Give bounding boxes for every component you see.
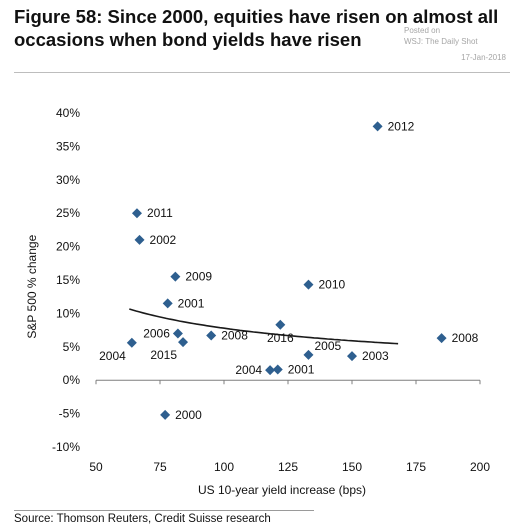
x-tick-label: 175 — [406, 460, 426, 474]
x-tick-label: 50 — [89, 460, 103, 474]
data-point — [170, 271, 181, 282]
data-point — [126, 337, 137, 348]
x-tick-label: 100 — [214, 460, 234, 474]
point-label: 2012 — [388, 119, 415, 133]
point-label: 2011 — [147, 206, 173, 220]
point-label: 2009 — [185, 270, 212, 284]
source-divider — [14, 510, 314, 511]
data-point — [160, 409, 171, 420]
point-label: 2008 — [452, 331, 479, 345]
data-point — [372, 121, 383, 132]
point-label: 2008 — [221, 328, 248, 342]
point-label: 2004 — [235, 363, 262, 377]
point-label: 2015 — [150, 348, 177, 362]
y-tick-label: 0% — [63, 373, 81, 387]
data-point — [162, 298, 173, 309]
point-label: 2000 — [175, 408, 202, 422]
point-labels-group: 2012 2011 2002 2009 2010 2001 2016 2006 2008 2008… — [99, 119, 478, 422]
axes: 40% 35% 30% 25% 20% 15% 10% 5% 0% -5% -10% 50 75 100 1… — [52, 106, 490, 474]
y-tick-label: 10% — [56, 306, 80, 320]
y-tick-label: 40% — [56, 106, 80, 120]
data-point — [172, 328, 183, 339]
data-point — [265, 365, 276, 376]
watermark-line-2: WSJ: The Daily Shot — [404, 37, 478, 46]
y-tick-label: 20% — [56, 240, 80, 254]
data-point — [436, 333, 447, 344]
source-note: Source: Thomson Reuters, Credit Suisse r… — [14, 513, 271, 525]
data-point — [275, 319, 286, 330]
y-tick-label: -10% — [52, 440, 80, 454]
data-point — [178, 337, 189, 348]
x-tick-label: 75 — [153, 460, 167, 474]
y-tick-label: 30% — [56, 173, 80, 187]
y-tick-label: 15% — [56, 273, 80, 287]
x-tick-label: 200 — [470, 460, 490, 474]
x-tick-label: 125 — [278, 460, 298, 474]
title-divider — [14, 72, 510, 73]
point-label: 2003 — [362, 349, 389, 363]
point-label: 2004 — [99, 349, 126, 363]
trendline — [129, 308, 399, 345]
point-label: 2005 — [314, 339, 341, 353]
point-label: 2001 — [288, 363, 315, 377]
point-label: 2002 — [150, 233, 177, 247]
x-tick-label: 150 — [342, 460, 362, 474]
y-tick-label: 35% — [56, 139, 80, 153]
watermark-date: 17-Jan-2018 — [461, 53, 506, 62]
data-point — [134, 234, 145, 245]
point-label: 2010 — [318, 278, 345, 292]
y-axis-title: S&P 500 % change — [25, 234, 39, 338]
chart-title: Figure 58: Since 2000, equities have ris… — [14, 6, 499, 50]
data-point — [131, 208, 142, 219]
data-point — [272, 364, 283, 375]
y-tick-label: 25% — [56, 206, 80, 220]
data-point — [206, 330, 217, 341]
x-axis-title: US 10-year yield increase (bps) — [198, 483, 366, 497]
point-label: 2001 — [178, 296, 205, 310]
data-point — [303, 279, 314, 290]
watermark-line-1: Posted on — [404, 26, 441, 35]
data-point — [347, 351, 357, 362]
watermark: Posted on WSJ: The Daily Shot 17-Jan-201… — [404, 25, 512, 63]
trendline-group — [129, 308, 399, 345]
point-label: 2006 — [143, 326, 170, 340]
y-tick-label: -5% — [59, 407, 81, 421]
y-tick-label: 5% — [63, 340, 81, 354]
data-point — [303, 349, 314, 360]
points-group — [126, 121, 447, 420]
point-label: 2016 — [267, 331, 294, 345]
